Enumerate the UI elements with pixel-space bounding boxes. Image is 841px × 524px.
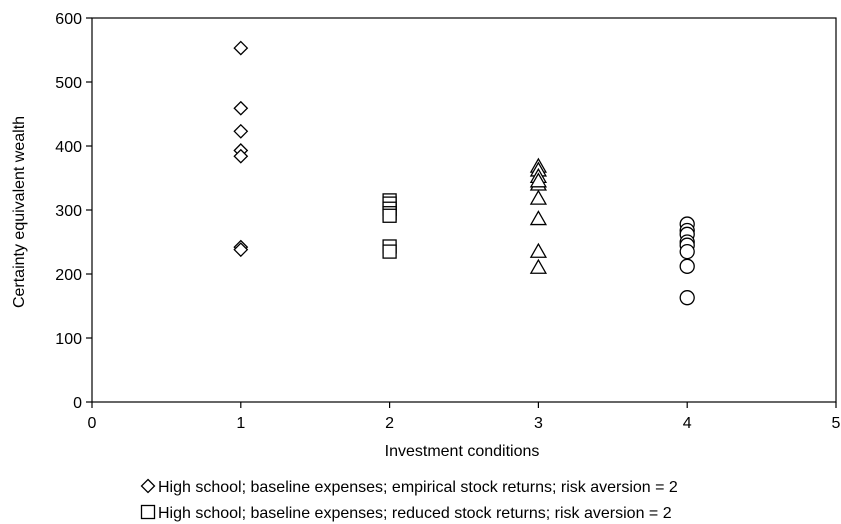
y-tick-label: 0 <box>73 395 82 412</box>
plot-area <box>91 17 837 403</box>
triangle-data-point <box>529 210 548 226</box>
y-axis-title: Certainty equivalent wealth <box>11 116 28 308</box>
y-tick-label: 300 <box>55 203 82 220</box>
x-tick-label: 3 <box>534 415 543 432</box>
y-tick-label: 500 <box>55 75 82 92</box>
y-tick-label: 100 <box>55 331 82 348</box>
square-data-point <box>382 208 397 223</box>
x-tick-label: 4 <box>683 415 692 432</box>
diamond-data-point <box>233 148 249 164</box>
circle-data-point <box>679 243 695 260</box>
circle-data-point <box>679 290 695 306</box>
legend-entry-label: High school; baseline expenses; empirica… <box>158 479 678 496</box>
x-tick-label: 1 <box>236 415 245 432</box>
triangle-data-point <box>529 189 548 205</box>
diamond-data-point <box>233 123 249 139</box>
triangle-data-point <box>529 242 548 258</box>
legend-entry-label: High school; baseline expenses; reduced … <box>158 505 672 522</box>
legend-square-icon <box>140 504 156 520</box>
diamond-data-point <box>233 100 249 116</box>
triangle-data-point <box>529 172 548 188</box>
x-tick-label: 5 <box>832 415 841 432</box>
x-axis-title: Investment conditions <box>385 443 540 460</box>
data-points <box>233 40 695 306</box>
plot-border <box>91 17 837 403</box>
x-axis: 0 1 2 3 4 5 <box>88 402 841 432</box>
square-data-point <box>382 244 397 259</box>
diamond-data-point <box>233 40 249 56</box>
triangle-data-point <box>529 258 548 274</box>
y-axis: 0 100 200 300 400 500 600 <box>55 11 92 412</box>
circle-data-point <box>679 258 695 274</box>
y-tick-label: 600 <box>55 11 82 28</box>
diamond-data-point <box>233 242 249 258</box>
x-tick-label: 0 <box>88 415 97 432</box>
legend-diamond-icon <box>140 478 156 494</box>
legend: High school; baseline expenses; empirica… <box>140 478 678 522</box>
y-tick-label: 200 <box>55 267 82 284</box>
x-tick-label: 2 <box>385 415 394 432</box>
y-tick-label: 400 <box>55 139 82 156</box>
